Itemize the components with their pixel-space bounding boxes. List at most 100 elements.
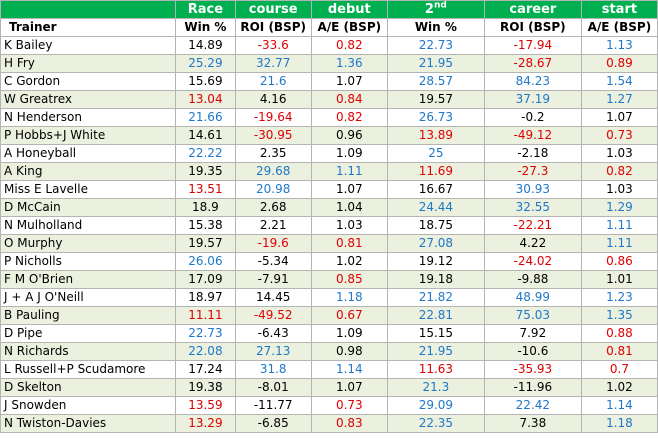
- stat-cell: 19.57: [175, 234, 236, 253]
- table-row: O Murphy 19.57 -19.6 0.81 27.08 4.22 1.11: [0, 234, 658, 253]
- stat-cell: 25: [386, 144, 485, 163]
- stat-cell: 22.81: [386, 306, 485, 325]
- stat-cell: 21.95: [386, 54, 485, 73]
- trainer-name: O Murphy: [0, 234, 177, 253]
- trainer-name: N Mulholland: [0, 216, 177, 235]
- stat-cell: 1.11: [580, 234, 658, 253]
- stat-cell: 21.95: [386, 342, 485, 361]
- stat-cell: 0.98: [310, 342, 388, 361]
- stat-cell: 21.82: [386, 288, 485, 307]
- stat-cell: 30.93: [483, 180, 582, 199]
- stat-cell: -27.3: [483, 162, 582, 181]
- trainer-name: N Henderson: [0, 108, 177, 127]
- stat-cell: 1.18: [310, 288, 388, 307]
- table-body: K Bailey 14.89 -33.6 0.82 22.73 -17.94 1.13 H F…: [0, 36, 658, 433]
- stat-cell: -49.52: [234, 306, 312, 325]
- stat-cell: -30.95: [234, 126, 312, 145]
- stat-cell: -17.94: [483, 36, 582, 55]
- stat-cell: 1.07: [310, 72, 388, 91]
- stat-cell: 1.14: [310, 360, 388, 379]
- stat-cell: 1.36: [310, 54, 388, 73]
- stat-cell: 1.14: [580, 396, 658, 415]
- stat-cell: 11.63: [386, 360, 485, 379]
- stat-cell: 0.82: [310, 36, 388, 55]
- header-second-win-pct: Win %: [386, 18, 485, 37]
- stat-cell: 1.02: [310, 252, 388, 271]
- stat-cell: -28.67: [483, 54, 582, 73]
- trainer-name: P Hobbs+J White: [0, 126, 177, 145]
- stat-cell: 19.57: [386, 90, 485, 109]
- stat-cell: 2.68: [234, 198, 312, 217]
- stat-cell: 18.9: [175, 198, 236, 217]
- stat-cell: 0.85: [310, 270, 388, 289]
- stat-cell: 1.07: [310, 180, 388, 199]
- stat-cell: -10.6: [483, 342, 582, 361]
- stat-cell: 11.69: [386, 162, 485, 181]
- stat-cell: 28.57: [386, 72, 485, 91]
- stat-cell: 1.29: [580, 198, 658, 217]
- stat-cell: -11.77: [234, 396, 312, 415]
- header-top-second-suffix: nd: [433, 0, 447, 11]
- stat-cell: 1.07: [310, 378, 388, 397]
- trainer-name: Miss E Lavelle: [0, 180, 177, 199]
- stat-cell: 1.07: [580, 108, 658, 127]
- table-row: A King 19.35 29.68 1.11 11.69 -27.3 0.82: [0, 162, 658, 181]
- stat-cell: -35.93: [483, 360, 582, 379]
- stat-cell: 1.03: [310, 216, 388, 235]
- header-race-win-pct: Win %: [175, 18, 236, 37]
- stat-cell: 21.66: [175, 108, 236, 127]
- stat-cell: 1.09: [310, 324, 388, 343]
- trainer-name: A King: [0, 162, 177, 181]
- stat-cell: 1.01: [580, 270, 658, 289]
- trainer-name: C Gordon: [0, 72, 177, 91]
- stat-cell: 1.11: [310, 162, 388, 181]
- stat-cell: 15.69: [175, 72, 236, 91]
- stat-cell: 15.38: [175, 216, 236, 235]
- table-row: J + A J O'Neill 18.97 14.45 1.18 21.82 48.99 1…: [0, 288, 658, 307]
- header-row-top: Race course debut 2nd career start: [0, 0, 658, 19]
- table-row: Miss E Lavelle 13.51 20.98 1.07 16.67 30.93 1.…: [0, 180, 658, 199]
- stat-cell: 13.29: [175, 414, 236, 433]
- table-row: D McCain 18.9 2.68 1.04 24.44 32.55 1.29: [0, 198, 658, 217]
- stat-cell: 7.92: [483, 324, 582, 343]
- trainer-name: W Greatrex: [0, 90, 177, 109]
- stat-cell: 19.35: [175, 162, 236, 181]
- stat-cell: -11.96: [483, 378, 582, 397]
- stat-cell: 11.11: [175, 306, 236, 325]
- stat-cell: 13.89: [386, 126, 485, 145]
- stat-cell: 27.08: [386, 234, 485, 253]
- trainer-name: K Bailey: [0, 36, 177, 55]
- stat-cell: 1.13: [580, 36, 658, 55]
- stat-cell: 0.88: [580, 324, 658, 343]
- stat-cell: -8.01: [234, 378, 312, 397]
- stat-cell: -5.34: [234, 252, 312, 271]
- stat-cell: 2.35: [234, 144, 312, 163]
- trainer-name: B Pauling: [0, 306, 177, 325]
- header-debut-ae: A/E (BSP): [310, 18, 388, 37]
- stat-cell: 37.19: [483, 90, 582, 109]
- trainer-name: L Russell+P Scudamore: [0, 360, 177, 379]
- stat-cell: 13.51: [175, 180, 236, 199]
- stat-cell: 14.61: [175, 126, 236, 145]
- stat-cell: -24.02: [483, 252, 582, 271]
- header-top-cell: course: [234, 0, 312, 19]
- stat-cell: -2.18: [483, 144, 582, 163]
- table-row: K Bailey 14.89 -33.6 0.82 22.73 -17.94 1.13: [0, 36, 658, 55]
- stat-cell: 4.16: [234, 90, 312, 109]
- stat-cell: 15.15: [386, 324, 485, 343]
- stat-cell: 16.67: [386, 180, 485, 199]
- stat-cell: 24.44: [386, 198, 485, 217]
- table-row: N Henderson 21.66 -19.64 0.82 26.73 -0.2 1.07: [0, 108, 658, 127]
- stat-cell: 0.7: [580, 360, 658, 379]
- stat-cell: 22.35: [386, 414, 485, 433]
- stat-cell: 1.18: [580, 414, 658, 433]
- stat-cell: 0.84: [310, 90, 388, 109]
- stat-cell: 19.12: [386, 252, 485, 271]
- stat-cell: -33.6: [234, 36, 312, 55]
- stat-cell: -9.88: [483, 270, 582, 289]
- stat-cell: 48.99: [483, 288, 582, 307]
- stat-cell: 0.86: [580, 252, 658, 271]
- stat-cell: 4.22: [483, 234, 582, 253]
- stat-cell: 1.03: [580, 144, 658, 163]
- stat-cell: 14.45: [234, 288, 312, 307]
